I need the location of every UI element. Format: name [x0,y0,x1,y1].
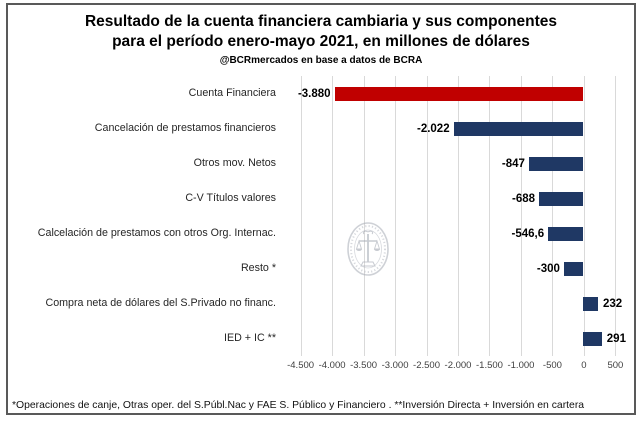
category-label: Cuenta Financiera [188,87,276,99]
chart-row: Otros mov. Netos -847 [8,146,634,181]
gridline [520,76,522,356]
category-label: Resto * [240,262,276,274]
gridline [583,76,585,356]
x-tick-label: -3.000 [381,360,409,371]
bar [334,86,584,101]
bar [548,226,584,241]
x-tick-label: -2.000 [444,360,472,371]
value-label: 291 [606,332,626,345]
bar-area: -3.880 [282,76,628,111]
chart-row: Calcelación de prestamos con otros Org. … [8,216,634,251]
footnote: *Operaciones de canje, Otras oper. del S… [12,400,585,411]
bar [583,331,602,346]
category-label: IED + IC ** [224,332,276,344]
x-tick-label: -1.500 [476,360,503,371]
value-label: -300 [536,262,560,275]
category-label: Calcelación de prestamos con otros Org. … [37,227,276,239]
gridline [489,76,491,356]
x-tick-label: -4.500 [287,360,315,371]
x-tick-label: -2.500 [413,360,440,371]
x-axis: -4.500 -4.000 -3.500 -3.000 -2.500 -2.000 -1.5… [287,357,628,375]
chart-subtitle: @BCRmercados en base a datos de BCRA [219,55,423,66]
value-label: -847 [501,157,525,170]
bar [583,296,598,311]
value-label: -2.022 [416,122,450,135]
bar-area: -688 [282,181,628,216]
x-tick-label: -3.500 [350,360,378,371]
title-block: Resultado de la cuenta financiera cambia… [8,5,634,66]
bar [563,261,584,276]
chart-title-line1: Resultado de la cuenta financiera cambia… [84,13,558,30]
category-label: C-V Títulos valores [185,192,276,204]
category-label: Cancelación de prestamos financieros [94,122,276,134]
category-label: Otros mov. Netos [193,157,276,169]
bar-chart: Cuenta Financiera -3.880 Cancelación de pr… [8,76,634,376]
gridline [615,76,617,356]
gridline [363,76,365,356]
bar-area: -847 [282,146,628,181]
value-label: -546,6 [511,227,545,240]
chart-row: Cancelación de prestamos financieros -2.0… [8,111,634,146]
chart-row: C-V Títulos valores -688 [8,181,634,216]
bar [453,121,584,136]
gridlines [288,76,628,356]
bar-area: -546,6 [282,216,628,251]
watermark-seal-icon [346,221,390,277]
gridline [552,76,554,356]
bar-area: -2.022 [282,111,628,146]
gridline [300,76,302,356]
value-label: -3.880 [297,87,331,100]
x-tick-label: 500 [607,360,624,371]
bar [539,191,584,206]
x-tick-label: -500 [542,360,562,371]
chart-row: IED + IC ** 291 [8,321,634,356]
x-tick-label: 0 [581,360,587,371]
bar-area: 291 [282,321,628,356]
gridline [458,76,459,356]
x-tick-label: -4.000 [318,360,346,371]
value-label: -688 [512,192,536,205]
x-tick-label: -1.000 [507,360,535,371]
gridline [332,76,334,356]
chart-row: Resto * -300 [8,251,634,286]
chart-frame: Resultado de la cuenta financiera cambia… [6,3,636,415]
chart-row: Compra neta de dólares del S.Privado no … [8,286,634,321]
category-label: Compra neta de dólares del S.Privado no … [45,297,276,309]
bar-area: -300 [282,251,628,286]
chart-row: Cuenta Financiera -3.880 [8,76,634,111]
chart-title-line2: para el período enero-mayo 2021, en mill… [112,33,530,50]
gridline [426,76,428,356]
gridline [395,76,397,356]
bar [528,156,584,171]
value-label: 232 [603,297,623,310]
bar-area: 232 [282,286,628,321]
chart-rows: Cuenta Financiera -3.880 Cancelación de pr… [8,76,634,356]
